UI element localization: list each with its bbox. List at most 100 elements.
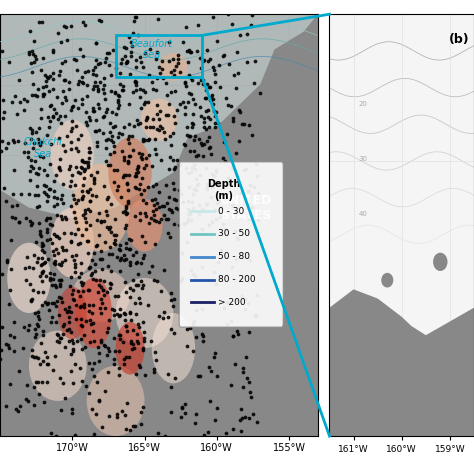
Point <box>84 68 91 75</box>
Point <box>27 176 34 184</box>
Point <box>52 257 59 265</box>
Point <box>137 278 145 285</box>
Point <box>139 87 147 94</box>
Point <box>152 135 159 143</box>
Point <box>167 68 174 76</box>
Point <box>134 31 142 38</box>
Point <box>124 135 132 143</box>
Point <box>137 53 144 61</box>
Point <box>74 104 82 112</box>
Point <box>160 309 167 316</box>
Point <box>169 302 177 310</box>
Point <box>116 311 123 319</box>
Point <box>205 363 212 371</box>
Point <box>164 215 172 223</box>
Point <box>169 55 177 63</box>
Point <box>109 108 116 116</box>
Point <box>99 287 107 294</box>
Point <box>187 48 194 55</box>
Point <box>228 317 235 325</box>
Point <box>242 165 250 173</box>
Point <box>35 18 43 26</box>
Point <box>81 303 88 311</box>
Point <box>68 103 75 111</box>
Point <box>152 205 160 213</box>
Point <box>119 209 127 216</box>
Point <box>48 299 56 307</box>
Point <box>28 126 36 134</box>
Point <box>183 325 191 333</box>
Point <box>104 351 111 358</box>
Point <box>202 86 210 94</box>
Point <box>233 48 240 56</box>
Point <box>126 258 134 266</box>
Point <box>150 366 157 374</box>
Point <box>62 57 69 65</box>
Point <box>111 215 118 223</box>
Point <box>57 294 64 302</box>
Point <box>46 235 54 243</box>
Point <box>196 171 204 179</box>
Point <box>39 357 46 365</box>
Point <box>171 165 178 173</box>
Ellipse shape <box>29 331 87 401</box>
Point <box>118 130 126 138</box>
Point <box>68 367 75 375</box>
Point <box>171 87 179 95</box>
Point <box>71 214 79 222</box>
Point <box>37 114 45 121</box>
Point <box>75 77 83 85</box>
Point <box>142 212 149 219</box>
Point <box>155 15 162 22</box>
Point <box>245 378 253 385</box>
Point <box>181 140 188 148</box>
Point <box>158 202 165 210</box>
Point <box>86 113 93 121</box>
Point <box>54 297 61 305</box>
Point <box>144 183 152 191</box>
Point <box>133 184 140 192</box>
Point <box>112 110 120 118</box>
Point <box>50 300 58 307</box>
Point <box>58 191 65 198</box>
Point <box>229 425 237 433</box>
Point <box>24 326 32 334</box>
Point <box>90 430 98 438</box>
Point <box>20 106 27 113</box>
Point <box>93 82 100 90</box>
Text: > 200: > 200 <box>218 298 246 307</box>
Point <box>0 108 8 116</box>
Point <box>62 305 69 312</box>
Point <box>89 191 96 199</box>
Point <box>48 313 55 320</box>
Point <box>100 341 108 349</box>
Point <box>208 170 216 178</box>
Point <box>100 217 108 225</box>
Point <box>28 219 36 227</box>
Point <box>55 164 63 172</box>
Point <box>0 147 5 155</box>
Point <box>232 360 239 367</box>
Point <box>132 281 139 289</box>
Point <box>27 27 34 35</box>
Ellipse shape <box>51 208 94 278</box>
Point <box>200 76 207 83</box>
Point <box>104 325 112 332</box>
Point <box>134 271 142 278</box>
Point <box>232 255 240 263</box>
Point <box>49 366 57 374</box>
Point <box>42 82 50 90</box>
Point <box>253 311 260 319</box>
Point <box>152 86 160 93</box>
Point <box>140 100 148 108</box>
Point <box>153 199 161 207</box>
Point <box>68 405 75 413</box>
Point <box>106 412 113 419</box>
Point <box>183 218 191 225</box>
Point <box>111 292 119 300</box>
Point <box>184 99 192 106</box>
Point <box>186 147 194 155</box>
Point <box>88 271 95 279</box>
Point <box>36 230 44 237</box>
Point <box>133 258 141 266</box>
